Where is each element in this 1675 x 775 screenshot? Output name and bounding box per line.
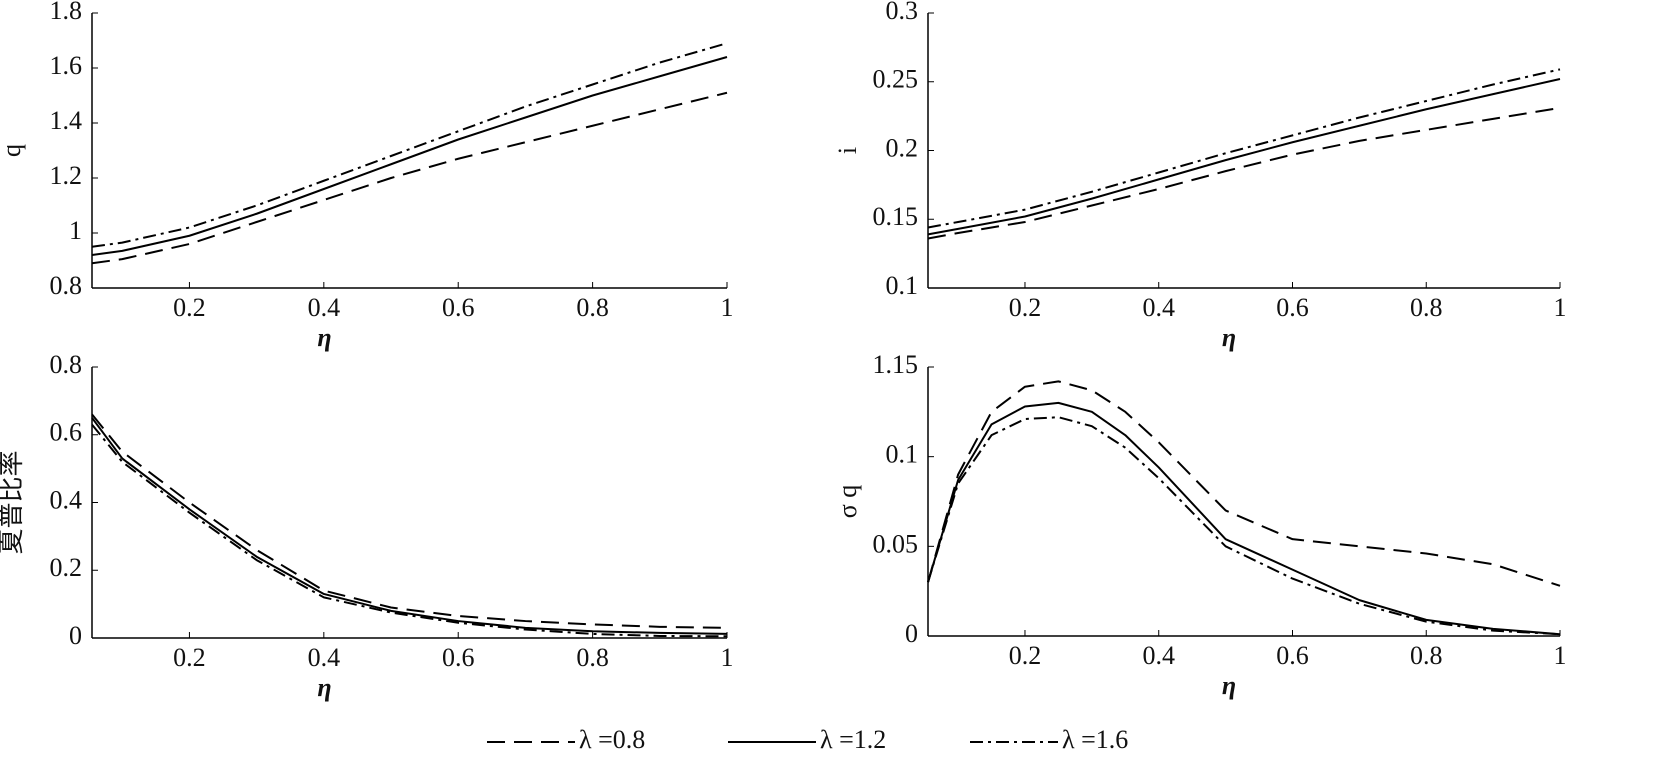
x-tick-label: 1 xyxy=(721,293,734,322)
legend-label: λ =1.6 xyxy=(1062,725,1128,754)
line-series xyxy=(91,417,728,635)
y-tick-label: 1.2 xyxy=(50,161,83,190)
x-tick-label: 0.6 xyxy=(442,643,475,672)
line-series xyxy=(91,56,728,256)
x-tick-label: 0.2 xyxy=(173,293,206,322)
line-series xyxy=(91,413,728,629)
x-tick-label: 0.8 xyxy=(576,293,609,322)
line-series xyxy=(927,401,1561,636)
line-series xyxy=(927,68,1561,229)
line-series xyxy=(927,416,1561,636)
x-axis-label: η xyxy=(1222,671,1236,700)
y-axis-label: σ q xyxy=(833,485,862,519)
line-series xyxy=(91,42,728,248)
line-series xyxy=(91,423,728,638)
x-tick-label: 1 xyxy=(721,643,734,672)
y-tick-label: 0.2 xyxy=(50,553,83,582)
y-tick-label: 0.4 xyxy=(50,485,83,514)
x-tick-label: 0.2 xyxy=(173,643,206,672)
x-tick-label: 0.4 xyxy=(308,293,341,322)
x-tick-label: 0.4 xyxy=(1142,293,1175,322)
legend-label: λ =1.2 xyxy=(820,725,886,754)
x-tick-label: 0.8 xyxy=(1410,293,1443,322)
y-tick-label: 1.4 xyxy=(50,106,83,135)
y-tick-label: 0.1 xyxy=(886,440,919,469)
x-tick-label: 0.4 xyxy=(308,643,341,672)
x-axis-label: η xyxy=(317,673,331,702)
y-tick-label: 0.3 xyxy=(886,0,919,25)
x-tick-label: 0.8 xyxy=(1410,641,1443,670)
x-axis-label: η xyxy=(317,323,331,352)
y-tick-label: 1 xyxy=(69,216,82,245)
line-series xyxy=(927,380,1561,587)
x-tick-label: 0.6 xyxy=(1276,293,1309,322)
y-tick-label: 1.6 xyxy=(50,51,83,80)
x-tick-label: 1 xyxy=(1554,293,1567,322)
x-tick-label: 1 xyxy=(1554,641,1567,670)
x-tick-label: 0.6 xyxy=(442,293,475,322)
y-axis-label: q xyxy=(0,144,26,157)
y-tick-label: 0.8 xyxy=(50,350,83,379)
y-tick-label: 0.6 xyxy=(50,418,83,447)
x-tick-label: 0.8 xyxy=(576,643,609,672)
x-tick-label: 0.2 xyxy=(1009,293,1042,322)
legend-label: λ =0.8 xyxy=(579,725,645,754)
y-tick-label: 0.8 xyxy=(50,271,83,300)
y-tick-label: 0.15 xyxy=(873,202,919,231)
y-tick-label: 0.25 xyxy=(873,65,919,94)
y-axis-label: 夏普比率 xyxy=(0,450,26,554)
line-series xyxy=(927,78,1561,236)
y-tick-label: 0 xyxy=(69,621,82,650)
line-series xyxy=(927,106,1561,240)
y-tick-label: 0 xyxy=(905,619,918,648)
y-axis-label: i xyxy=(833,147,862,154)
x-axis-label: η xyxy=(1222,323,1236,352)
x-tick-label: 0.2 xyxy=(1009,641,1042,670)
x-tick-label: 0.6 xyxy=(1276,641,1309,670)
x-tick-label: 0.4 xyxy=(1142,641,1175,670)
y-tick-label: 1.8 xyxy=(50,0,83,25)
y-tick-label: 1.15 xyxy=(873,350,919,379)
line-series xyxy=(91,91,728,265)
y-tick-label: 0.2 xyxy=(886,133,919,162)
y-tick-label: 0.1 xyxy=(886,271,919,300)
y-tick-label: 0.05 xyxy=(873,529,919,558)
